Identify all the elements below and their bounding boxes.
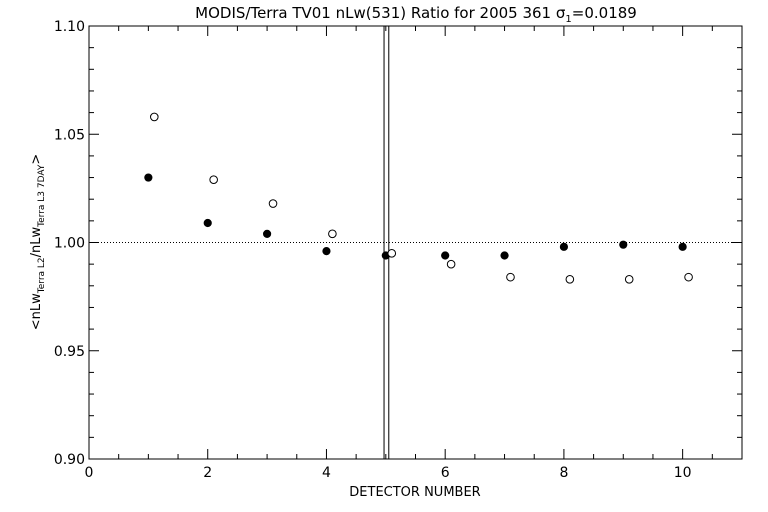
open-point: [387, 249, 397, 258]
open-point: [684, 272, 693, 282]
x-tick-label: 0: [85, 465, 94, 481]
filled-point: [500, 251, 509, 260]
y-tick-label: 1.00: [54, 236, 85, 252]
open-point: [565, 275, 575, 284]
open-point: [446, 259, 456, 269]
filled-point: [203, 218, 212, 228]
filled-point: [441, 251, 450, 260]
x-tick-label: 8: [559, 465, 568, 481]
y-tick-label: 1.05: [54, 127, 85, 143]
x-tick-label: 4: [322, 465, 331, 481]
filled-point: [322, 247, 331, 256]
x-axis-label: DETECTOR NUMBER: [349, 485, 480, 500]
open-point: [150, 112, 159, 122]
filled-point: [559, 242, 569, 251]
filled-point: [144, 173, 153, 182]
y-tick-label: 0.95: [54, 344, 85, 360]
open-point: [506, 272, 515, 282]
open-point: [268, 199, 278, 208]
open-point: [328, 229, 337, 239]
data-points: [144, 112, 693, 284]
reference-lines: [89, 26, 742, 459]
y-tick-label: 0.90: [54, 452, 85, 468]
y-axis-label: <nLwTerra L2/nLwTerra L3 7DAY>: [29, 154, 47, 330]
x-tick-label: 6: [441, 465, 450, 481]
axis-ticks: [88, 25, 743, 460]
open-point: [209, 175, 218, 185]
y-tick-label: 1.10: [54, 19, 85, 35]
x-tick-label: 2: [203, 465, 212, 481]
filled-point: [262, 229, 272, 238]
open-point: [624, 275, 634, 284]
x-tick-label: 10: [674, 465, 692, 481]
filled-point: [619, 240, 628, 249]
chart-title: MODIS/Terra TV01 nLw(531) Ratio for 2005…: [195, 4, 637, 25]
filled-point: [678, 242, 687, 251]
tick-labels: 0 2 4 6 8 10 0.90 0.95 1.00 1.05 1.10: [54, 19, 692, 481]
